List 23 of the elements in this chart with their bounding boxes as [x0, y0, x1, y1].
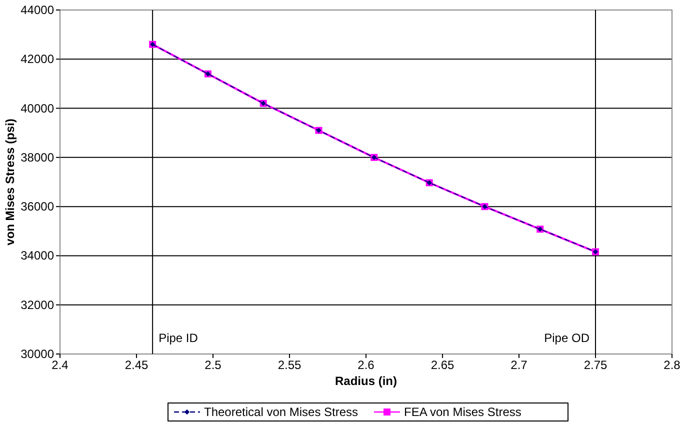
x-tick-label: 2.6 — [358, 358, 375, 372]
x-tick-label: 2.55 — [278, 358, 302, 372]
y-tick-label: 40000 — [20, 101, 54, 116]
x-tick-label: 2.75 — [584, 358, 608, 372]
y-tick-label: 30000 — [20, 347, 54, 361]
y-tick-label: 44000 — [20, 3, 54, 17]
y-axis-title: von Mises Stress (psi) — [3, 118, 17, 246]
y-tick-label: 36000 — [20, 200, 54, 214]
ref-line-label: Pipe ID — [158, 331, 198, 345]
x-axis-title: Radius (in) — [335, 374, 397, 388]
x-tick-label: 2.8 — [664, 358, 681, 372]
ref-line-label: Pipe OD — [544, 331, 590, 345]
legend-label: Theoretical von Mises Stress — [204, 405, 358, 419]
y-tick-label: 42000 — [20, 52, 54, 66]
legend-label: FEA von Mises Stress — [404, 405, 522, 419]
y-tick-label: 32000 — [20, 298, 54, 312]
x-tick-label: 2.4 — [52, 358, 69, 372]
y-tick-label: 38000 — [20, 150, 54, 164]
x-tick-label: 2.45 — [124, 358, 148, 372]
x-tick-label: 2.5 — [204, 358, 222, 372]
x-tick-label: 2.65 — [430, 358, 454, 372]
y-tick-label: 34000 — [20, 248, 54, 263]
x-tick-label: 2.7 — [510, 358, 528, 372]
